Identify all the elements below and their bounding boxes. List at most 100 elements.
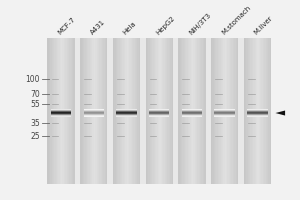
Bar xyxy=(214,110,235,111)
Bar xyxy=(192,38,193,184)
Bar xyxy=(196,38,197,184)
Bar xyxy=(84,114,104,115)
Bar xyxy=(88,38,90,184)
Bar xyxy=(157,38,158,184)
Bar xyxy=(47,38,271,184)
Bar xyxy=(160,38,162,184)
Bar xyxy=(84,38,86,184)
Bar xyxy=(84,109,104,110)
Bar xyxy=(214,116,235,117)
Bar xyxy=(51,113,71,114)
Bar xyxy=(268,38,270,184)
Bar xyxy=(49,38,50,184)
Bar xyxy=(225,38,226,184)
Text: 55: 55 xyxy=(30,100,40,109)
Bar xyxy=(263,38,264,184)
Bar xyxy=(214,111,235,112)
Bar xyxy=(116,110,137,111)
Bar xyxy=(181,38,182,184)
Bar xyxy=(56,38,57,184)
Bar xyxy=(227,38,229,184)
Bar xyxy=(116,115,137,116)
Bar xyxy=(94,38,95,184)
Bar xyxy=(50,38,52,184)
Bar xyxy=(170,38,172,184)
Bar xyxy=(65,38,67,184)
Bar xyxy=(84,111,104,112)
Bar xyxy=(247,112,268,113)
Bar xyxy=(245,38,246,184)
Bar xyxy=(214,112,235,113)
Bar xyxy=(54,38,56,184)
Bar xyxy=(266,38,267,184)
Bar xyxy=(252,38,253,184)
Bar xyxy=(151,38,152,184)
Bar xyxy=(147,38,148,184)
Bar xyxy=(90,38,91,184)
Bar xyxy=(162,38,163,184)
Bar xyxy=(116,113,137,114)
Bar xyxy=(236,38,237,184)
Bar xyxy=(74,38,75,184)
Bar xyxy=(61,38,62,184)
Bar xyxy=(202,38,203,184)
Bar xyxy=(214,113,235,114)
Bar xyxy=(51,112,71,113)
Bar xyxy=(137,38,139,184)
Text: HepG2: HepG2 xyxy=(155,15,176,36)
Bar xyxy=(178,38,180,184)
Bar xyxy=(246,38,248,184)
Bar xyxy=(159,38,160,184)
Bar xyxy=(248,38,249,184)
Bar xyxy=(250,38,252,184)
Bar xyxy=(211,38,212,184)
Bar xyxy=(247,109,268,110)
Bar xyxy=(182,110,202,111)
Bar xyxy=(60,38,61,184)
Bar xyxy=(149,112,169,113)
Bar xyxy=(229,38,230,184)
Bar xyxy=(128,38,129,184)
Bar xyxy=(149,115,169,116)
Bar xyxy=(51,116,71,117)
Bar xyxy=(57,38,58,184)
Bar xyxy=(255,38,256,184)
Bar xyxy=(116,109,137,110)
Bar xyxy=(72,38,74,184)
Bar xyxy=(219,38,220,184)
Text: 35: 35 xyxy=(30,119,40,128)
Bar xyxy=(182,115,202,116)
Bar xyxy=(231,38,233,184)
Bar xyxy=(189,38,190,184)
Bar xyxy=(154,38,155,184)
Bar xyxy=(135,38,136,184)
Bar xyxy=(222,38,223,184)
Bar xyxy=(204,38,206,184)
Bar xyxy=(47,38,49,184)
Bar xyxy=(149,109,169,110)
Bar xyxy=(237,38,238,184)
Bar xyxy=(85,38,87,184)
Bar xyxy=(64,38,65,184)
Bar xyxy=(121,38,122,184)
Bar xyxy=(83,38,84,184)
Bar xyxy=(261,38,263,184)
Bar xyxy=(51,109,71,110)
Bar xyxy=(253,38,255,184)
Bar xyxy=(69,38,71,184)
Bar xyxy=(105,38,106,184)
Bar xyxy=(117,38,118,184)
Bar xyxy=(197,38,199,184)
Bar xyxy=(182,111,202,112)
Bar xyxy=(149,114,169,115)
Bar xyxy=(116,116,137,117)
Bar xyxy=(51,115,71,116)
Bar xyxy=(203,38,204,184)
Bar xyxy=(247,110,268,111)
Bar xyxy=(124,38,125,184)
Bar xyxy=(214,109,235,110)
Bar xyxy=(167,38,169,184)
Bar xyxy=(62,38,64,184)
Bar xyxy=(68,38,69,184)
Bar xyxy=(99,38,101,184)
